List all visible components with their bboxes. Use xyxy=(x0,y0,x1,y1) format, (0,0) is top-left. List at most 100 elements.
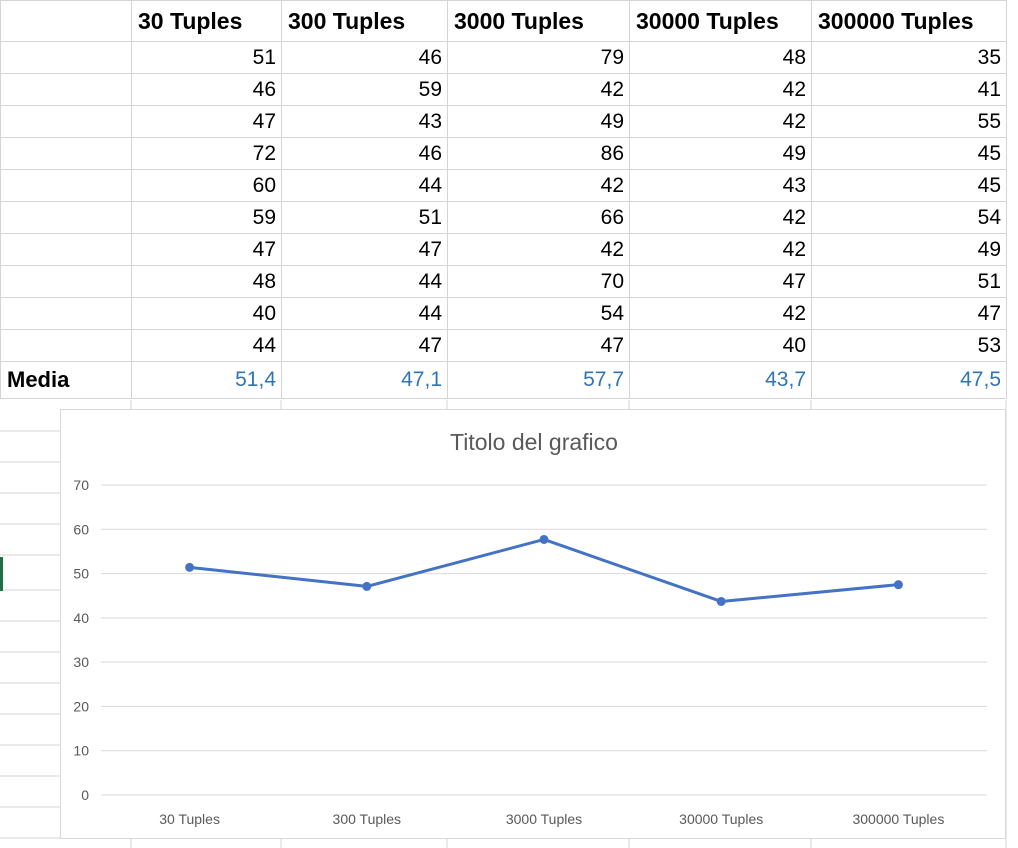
value-cell[interactable]: 70 xyxy=(447,265,630,298)
y-tick-label: 30 xyxy=(73,654,89,670)
value-cell[interactable]: 44 xyxy=(281,297,448,330)
value-cell[interactable]: 60 xyxy=(131,169,282,202)
row-label-cell[interactable] xyxy=(0,233,132,266)
column-header[interactable]: 30 Tuples xyxy=(131,0,282,42)
value-cell[interactable]: 59 xyxy=(131,201,282,234)
row-label-cell[interactable] xyxy=(0,297,132,330)
value-cell[interactable]: 42 xyxy=(629,105,812,138)
average-cell[interactable]: 47,1 xyxy=(281,361,448,399)
value-cell[interactable]: 45 xyxy=(811,169,1007,202)
x-tick-label: 30 Tuples xyxy=(159,811,220,827)
value-cell[interactable]: 46 xyxy=(131,73,282,106)
value-cell[interactable]: 44 xyxy=(131,329,282,362)
data-point[interactable] xyxy=(185,562,195,572)
row-label-cell[interactable] xyxy=(0,329,132,362)
value-cell[interactable]: 53 xyxy=(811,329,1007,362)
row-label-cell[interactable] xyxy=(0,105,132,138)
value-cell[interactable]: 49 xyxy=(629,137,812,170)
value-cell[interactable]: 48 xyxy=(131,265,282,298)
value-cell[interactable]: 42 xyxy=(447,233,630,266)
table-row: 40 44 54 42 47 xyxy=(0,297,1007,330)
value-cell[interactable]: 47 xyxy=(629,265,812,298)
value-cell[interactable]: 49 xyxy=(811,233,1007,266)
value-cell[interactable]: 54 xyxy=(447,297,630,330)
column-header[interactable]: 30000 Tuples xyxy=(629,0,812,42)
value-cell[interactable]: 47 xyxy=(281,233,448,266)
y-tick-label: 60 xyxy=(73,521,89,537)
value-cell[interactable]: 41 xyxy=(811,73,1007,106)
table-row: 47 47 42 42 49 xyxy=(0,233,1007,266)
table-row: 51 46 79 48 35 xyxy=(0,41,1007,74)
value-cell[interactable]: 51 xyxy=(281,201,448,234)
average-cell[interactable]: 43,7 xyxy=(629,361,812,399)
value-cell[interactable]: 49 xyxy=(447,105,630,138)
value-cell[interactable]: 42 xyxy=(447,169,630,202)
value-cell[interactable]: 42 xyxy=(629,297,812,330)
table-row: 60 44 42 43 45 xyxy=(0,169,1007,202)
value-cell[interactable]: 86 xyxy=(447,137,630,170)
value-cell[interactable]: 44 xyxy=(281,265,448,298)
value-cell[interactable]: 42 xyxy=(629,73,812,106)
average-cell[interactable]: 47,5 xyxy=(811,361,1007,399)
table-row: 44 47 47 40 53 xyxy=(0,329,1007,362)
column-header[interactable]: 3000 Tuples xyxy=(447,0,630,42)
row-label-cell[interactable] xyxy=(0,265,132,298)
value-cell[interactable]: 72 xyxy=(131,137,282,170)
value-cell[interactable]: 43 xyxy=(281,105,448,138)
row-label-cell[interactable] xyxy=(0,169,132,202)
selected-cell-marker xyxy=(0,557,3,591)
data-point[interactable] xyxy=(362,581,372,591)
value-cell[interactable]: 66 xyxy=(447,201,630,234)
value-cell[interactable]: 44 xyxy=(281,169,448,202)
series-line[interactable] xyxy=(189,537,899,603)
value-cell[interactable]: 40 xyxy=(629,329,812,362)
x-tick-label: 300 Tuples xyxy=(333,811,402,827)
average-cell[interactable]: 57,7 xyxy=(447,361,630,399)
value-cell[interactable]: 54 xyxy=(811,201,1007,234)
value-cell[interactable]: 42 xyxy=(629,233,812,266)
value-cell[interactable]: 42 xyxy=(447,73,630,106)
y-tick-label: 0 xyxy=(81,787,89,803)
value-cell[interactable]: 51 xyxy=(131,41,282,74)
value-cell[interactable]: 47 xyxy=(131,233,282,266)
x-tick-label: 300000 Tuples xyxy=(852,811,944,827)
value-cell[interactable]: 47 xyxy=(131,105,282,138)
column-header[interactable]: 300 Tuples xyxy=(281,0,448,42)
table-row: 47 43 49 42 55 xyxy=(0,105,1007,138)
value-cell[interactable]: 40 xyxy=(131,297,282,330)
value-cell[interactable]: 47 xyxy=(281,329,448,362)
value-cell[interactable]: 43 xyxy=(629,169,812,202)
chart-container[interactable]: Titolo del grafico 0 10 20 30 40 50 60 70 30 Tu… xyxy=(60,409,1006,839)
value-cell[interactable]: 47 xyxy=(447,329,630,362)
value-cell[interactable]: 55 xyxy=(811,105,1007,138)
row-label-cell[interactable] xyxy=(0,73,132,106)
average-cell[interactable]: 51,4 xyxy=(131,361,282,399)
spreadsheet-table: 30 Tuples 300 Tuples 3000 Tuples 30000 Tupl… xyxy=(0,0,1007,399)
table-row: 46 59 42 42 41 xyxy=(0,73,1007,106)
data-point[interactable] xyxy=(539,534,549,544)
row-label-cell[interactable] xyxy=(0,137,132,170)
data-point[interactable] xyxy=(893,580,903,590)
column-header[interactable]: 300000 Tuples xyxy=(811,0,1007,42)
header-cell-empty[interactable] xyxy=(0,0,132,42)
row-label-cell[interactable] xyxy=(0,41,132,74)
line-chart: Titolo del grafico 0 10 20 30 40 50 60 70 30 Tu… xyxy=(73,429,987,827)
y-tick-label: 40 xyxy=(73,610,89,626)
y-tick-label: 20 xyxy=(73,698,89,714)
average-label[interactable]: Media xyxy=(0,361,132,399)
row-label-cell[interactable] xyxy=(0,201,132,234)
value-cell[interactable]: 42 xyxy=(629,201,812,234)
value-cell[interactable]: 59 xyxy=(281,73,448,106)
x-tick-label: 30000 Tuples xyxy=(679,811,763,827)
value-cell[interactable]: 79 xyxy=(447,41,630,74)
value-cell[interactable]: 51 xyxy=(811,265,1007,298)
value-cell[interactable]: 45 xyxy=(811,137,1007,170)
data-point[interactable] xyxy=(716,596,726,606)
value-cell[interactable]: 48 xyxy=(629,41,812,74)
value-cell[interactable]: 47 xyxy=(811,297,1007,330)
value-cell[interactable]: 46 xyxy=(281,41,448,74)
average-row: Media 51,4 47,1 57,7 43,7 47,5 xyxy=(0,361,1007,399)
value-cell[interactable]: 46 xyxy=(281,137,448,170)
value-cell[interactable]: 35 xyxy=(811,41,1007,74)
